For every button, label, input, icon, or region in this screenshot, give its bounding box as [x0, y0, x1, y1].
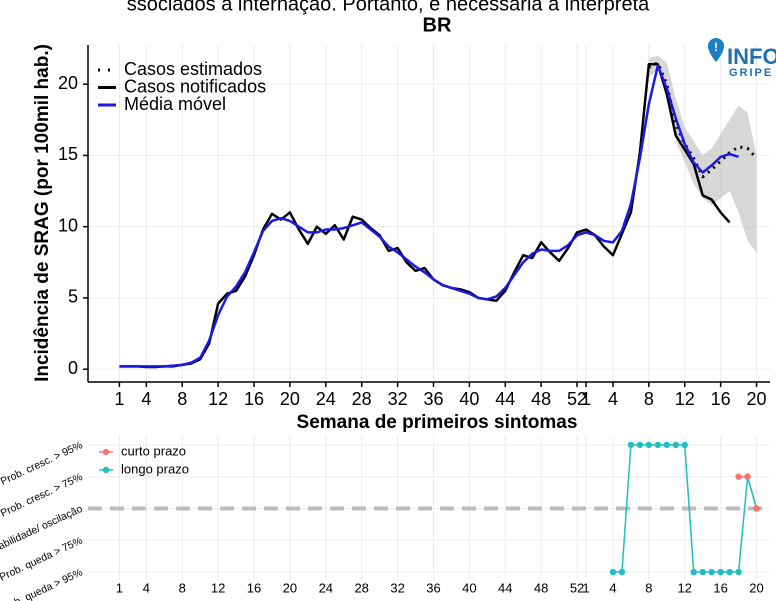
- marker: [663, 441, 671, 449]
- x-tick-label: 52: [567, 389, 587, 409]
- y-tick-label: 0: [68, 358, 78, 378]
- legend-swatch: [102, 448, 110, 456]
- marker: [717, 568, 724, 576]
- x-tick-label: 40: [462, 580, 476, 595]
- logo: ! INFO GRIPE: [708, 38, 776, 79]
- marker: [690, 568, 697, 576]
- x-tick-label: 40: [459, 389, 479, 409]
- x-tick-label: 12: [675, 389, 695, 409]
- x-tick-label: 16: [244, 389, 264, 409]
- x-tick-label: 1: [116, 580, 123, 595]
- x-tick-label: 12: [208, 389, 228, 409]
- y-axis-title: Incidência de SRAG (por 100mil hab.): [32, 44, 53, 382]
- chart-title: BR: [423, 14, 452, 36]
- x-tick-label: 28: [352, 389, 372, 409]
- legend-label: longo prazo: [121, 461, 189, 476]
- logo-pin: [708, 38, 724, 62]
- x-tick-label: 4: [143, 580, 150, 595]
- x-tick-label: 4: [609, 580, 616, 595]
- x-tick-label: 24: [316, 389, 336, 409]
- x-tick-label: 48: [534, 580, 548, 595]
- logo-main: INFO: [727, 44, 776, 69]
- x-tick-label: 16: [713, 580, 727, 595]
- header-text: ssociados à internação. Portanto, é nece…: [127, 0, 650, 15]
- x-tick-label: 1: [581, 389, 591, 409]
- marker: [645, 441, 653, 449]
- marker: [681, 441, 688, 449]
- x-tick-label: 48: [531, 389, 551, 409]
- x-tick-label: 32: [390, 580, 404, 595]
- y-tick-label: 15: [58, 144, 78, 164]
- series-line: [119, 64, 739, 368]
- legend-label: Casos notificados: [124, 76, 266, 96]
- marker: [735, 473, 742, 480]
- marker: [735, 568, 742, 576]
- marker: [744, 473, 751, 480]
- legend-swatch: [102, 466, 110, 474]
- x-tick-label: 20: [749, 580, 763, 595]
- series-line: [648, 61, 758, 179]
- marker: [726, 568, 733, 576]
- marker: [618, 568, 626, 576]
- x-tick-label: 44: [495, 389, 515, 409]
- y-tick-label: 10: [58, 215, 78, 235]
- x-tick-label: 4: [141, 389, 151, 409]
- x-tick-label: 36: [426, 580, 440, 595]
- x-tick-label: 36: [423, 389, 443, 409]
- marker: [609, 568, 617, 576]
- marker: [699, 568, 706, 576]
- x-tick-label: 16: [247, 580, 261, 595]
- x-tick-label: 12: [211, 580, 225, 595]
- x-tick-label: 8: [645, 580, 652, 595]
- y-tick-label: 20: [58, 73, 78, 93]
- legend-label: curto prazo: [121, 443, 186, 458]
- legend-label: Casos estimados: [124, 59, 262, 79]
- x-tick-label: 8: [644, 389, 654, 409]
- x-tick-label: 8: [177, 389, 187, 409]
- confidence-band: [648, 55, 757, 253]
- x-tick-label: 16: [711, 389, 731, 409]
- x-tick-label: 4: [608, 389, 618, 409]
- marker: [672, 441, 679, 449]
- x-tick-label: 20: [280, 389, 300, 409]
- marker: [627, 441, 635, 449]
- x-tick-label: 1: [582, 580, 589, 595]
- logo-mark: !: [714, 40, 718, 54]
- series-line: [119, 62, 731, 369]
- x-tick-label: 20: [747, 389, 767, 409]
- logo-sub: GRIPE: [729, 67, 773, 79]
- x-axis-title: Semana de primeiros sintomas: [297, 412, 578, 433]
- marker: [636, 441, 644, 449]
- x-tick-label: 52: [570, 580, 584, 595]
- x-tick-label: 8: [179, 580, 186, 595]
- x-tick-label: 20: [283, 580, 297, 595]
- y-tick-label: 5: [68, 287, 78, 307]
- marker: [753, 505, 760, 512]
- x-tick-label: 12: [678, 580, 692, 595]
- marker: [654, 441, 662, 449]
- legend-label: Média móvel: [124, 94, 226, 114]
- x-tick-label: 1: [114, 389, 124, 409]
- x-tick-label: 24: [319, 580, 333, 595]
- x-tick-label: 28: [354, 580, 368, 595]
- x-tick-label: 32: [388, 389, 408, 409]
- marker: [708, 568, 715, 576]
- x-tick-label: 44: [498, 580, 512, 595]
